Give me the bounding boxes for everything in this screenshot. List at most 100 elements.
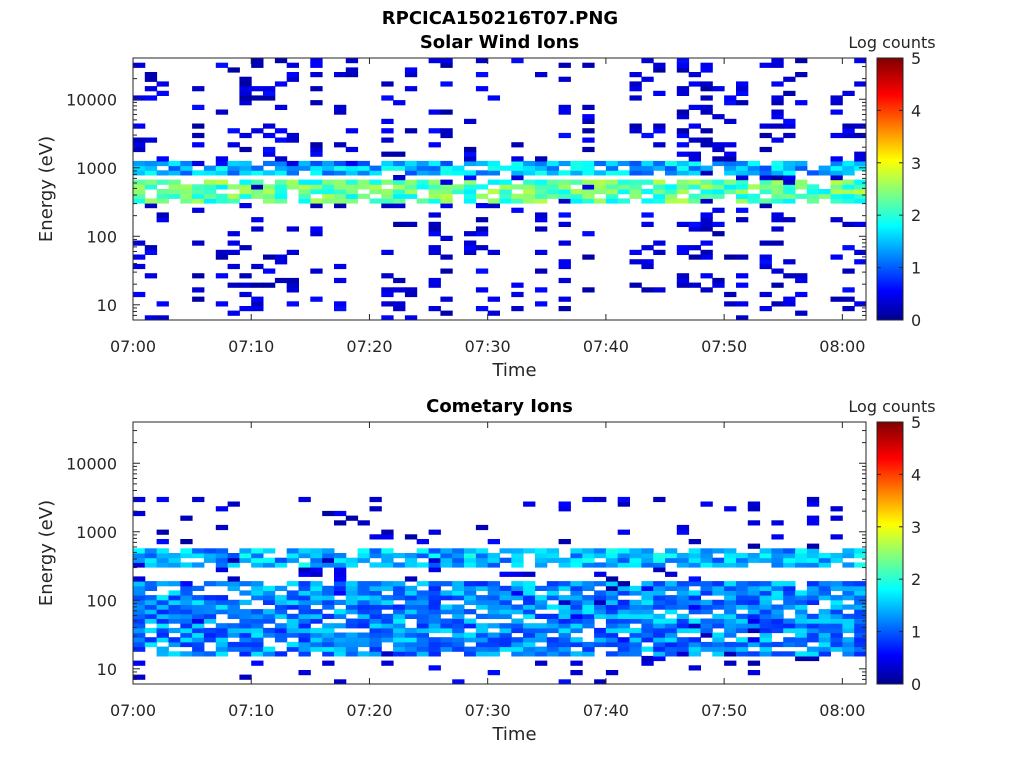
heatmap-cell [795,179,808,185]
heatmap-cell [192,651,205,657]
heatmap-cell [665,627,678,634]
heatmap-cell [570,198,583,204]
heatmap-cell [274,184,288,190]
heatmap-cell [830,193,843,199]
heatmap-cell [511,637,524,643]
heatmap-cell [263,613,276,619]
heatmap-cell [605,170,619,176]
heatmap-cell [428,128,441,134]
heatmap-cell [759,623,772,629]
heatmap-cell [499,646,512,652]
heatmap-cell [404,315,418,321]
heatmap-cell [830,165,843,171]
heatmap-cell [286,548,299,554]
heatmap-cell [700,627,713,634]
heatmap-cell [440,58,453,64]
heatmap-cell [570,170,583,176]
heatmap-cell [617,627,630,634]
heatmap-cell [215,506,229,512]
heatmap-cell [523,198,536,204]
heatmap-cell [144,76,158,82]
heatmap-cell [215,609,229,615]
heatmap-cell [759,291,772,298]
heatmap-cell [605,548,619,554]
heatmap-cell [617,581,630,587]
heatmap-cell [180,189,193,195]
heatmap-cell [310,146,323,153]
heatmap-cell [334,553,347,559]
heatmap-cell [676,245,690,251]
heatmap-cell [665,553,678,559]
heatmap-cell [712,142,725,148]
heatmap-cell [830,632,843,638]
heatmap-cell [310,72,323,78]
heatmap-cell [133,581,146,587]
heatmap-cell [676,132,690,139]
heatmap-cell [369,613,382,619]
heatmap-cell [854,562,867,568]
heatmap-cell [535,651,548,657]
heatmap-cell [546,585,560,591]
heatmap-cell [818,590,831,596]
heatmap-cell [322,510,335,517]
heatmap-cell [629,193,642,199]
heatmap-cell [535,646,548,652]
heatmap-cell [535,301,548,307]
heatmap-cell [404,179,418,185]
heatmap-cell [499,184,512,190]
heatmap-cell [605,623,619,629]
heatmap-cell [806,193,820,199]
heatmap-cell [428,221,441,227]
heatmap-cell [404,595,418,601]
heatmap-cell [227,581,240,587]
heatmap-cell [676,585,690,591]
heatmap-cell [133,189,146,195]
heatmap-cell [168,557,181,563]
heatmap-cell [854,641,867,648]
heatmap-cell [795,165,808,171]
heatmap-cell [227,170,240,176]
heatmap-cell [251,590,264,596]
heatmap-cell [594,613,607,619]
heatmap-cell [464,646,477,652]
heatmap-cell [322,160,335,167]
heatmap-cell [653,646,666,652]
heatmap-cell [227,282,240,288]
heatmap-cell [594,198,607,204]
heatmap-cell [759,595,772,601]
heatmap-cell [322,613,335,619]
heatmap-cell [617,618,630,624]
heatmap-cell [227,576,240,582]
heatmap-cell [736,623,749,629]
heatmap-cell [369,646,382,652]
heatmap-cell [629,170,642,176]
heatmap-cell [724,254,737,260]
heatmap-cell [156,553,169,559]
heatmap-cell [570,585,583,591]
heatmap-cell [215,524,229,531]
heatmap-cell [795,562,808,568]
heatmap-cell [523,179,536,185]
heatmap-cell [724,562,737,568]
y-tick-label: 10000 [66,454,117,473]
heatmap-cell [440,623,453,629]
heatmap-cell [688,254,701,260]
heatmap-cell [203,627,217,634]
heatmap-cell [806,585,820,591]
heatmap-cell [783,193,796,199]
heatmap-cell [854,58,867,64]
heatmap-cell [168,553,181,559]
heatmap-cell [239,627,252,634]
heatmap-cell [617,189,630,195]
heatmap-cell [286,165,299,171]
heatmap-cell [404,184,418,190]
heatmap-cell [854,221,867,227]
heatmap-cell [168,651,181,657]
heatmap-cell [688,104,701,110]
heatmap-cell [570,548,583,554]
heatmap-cell [830,198,843,204]
heatmap-cell [830,132,843,139]
heatmap-cell [747,627,761,634]
heatmap-cell [156,90,169,96]
heatmap-cell [795,548,808,554]
